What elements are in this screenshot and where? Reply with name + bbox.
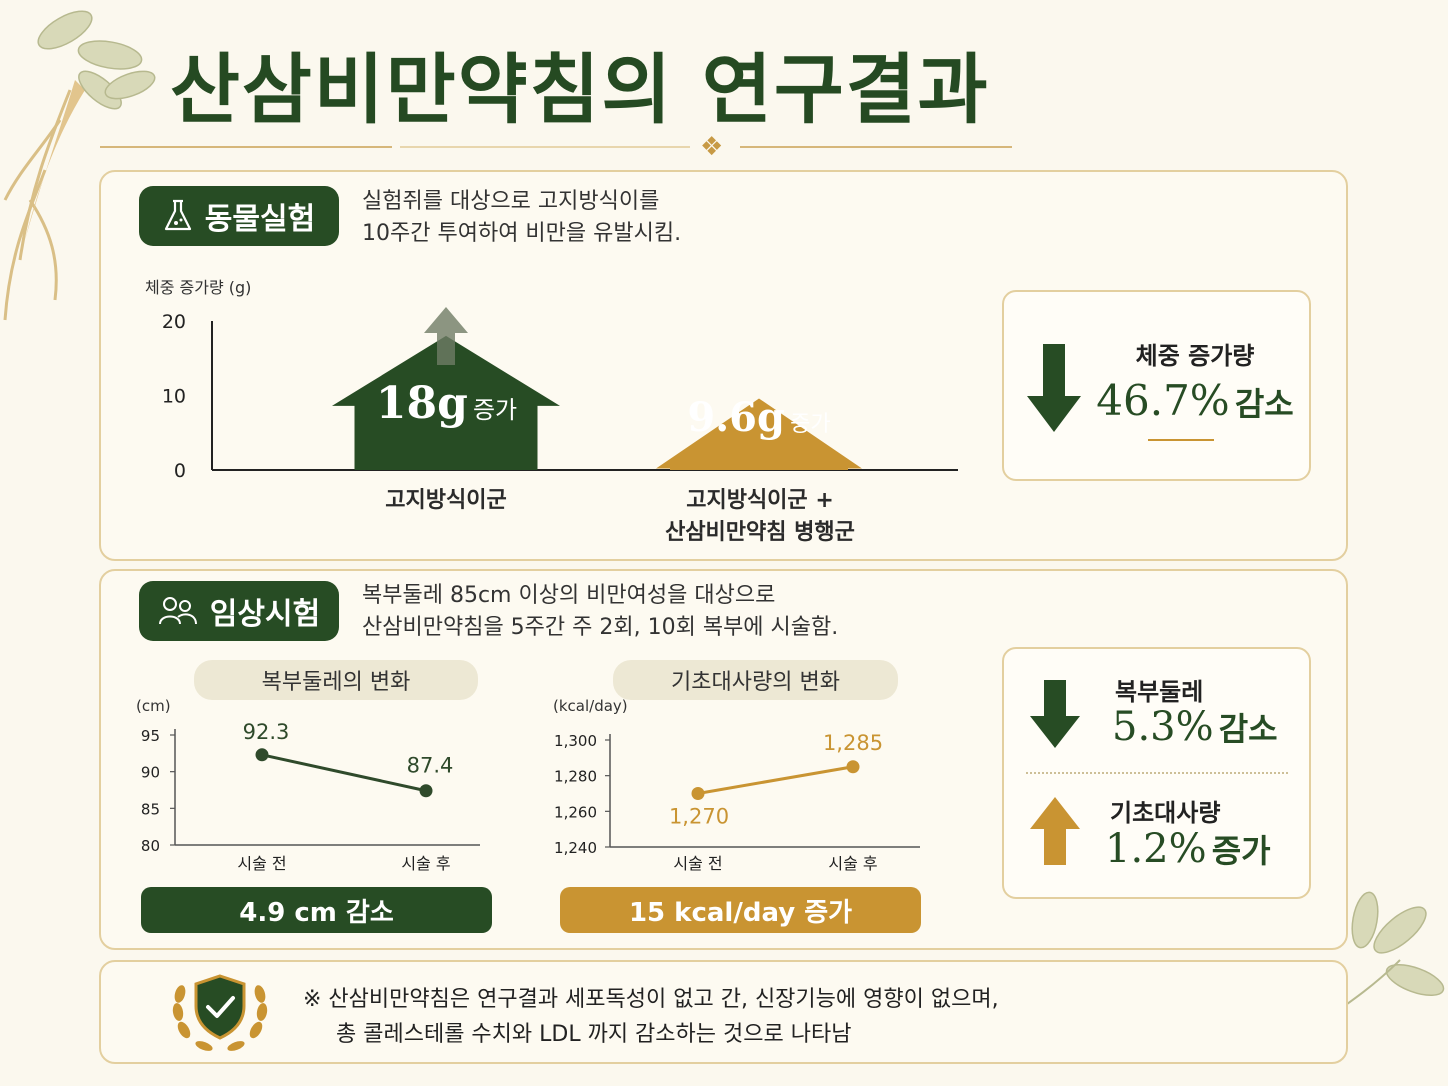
y-tick-label: 1,260: [554, 803, 597, 821]
title-divider-mid: [400, 146, 690, 148]
y-tick-label: 20: [162, 311, 186, 333]
ginseng-illustration-top-left: [3, 10, 156, 321]
data-point: [846, 760, 860, 774]
data-point: [255, 748, 269, 762]
x-tick-label: 시술 후: [828, 854, 877, 873]
down-arrow-icon: [1027, 344, 1081, 432]
weight-result-underline: [1148, 439, 1214, 441]
series-line: [697, 765, 854, 795]
waist-result-value-row: 5.3% 감소: [1112, 704, 1278, 750]
weight-result-value: 46.7%: [1096, 376, 1230, 425]
bar-2: [656, 398, 862, 470]
title-divider-left: [100, 146, 392, 148]
footer-note-line1: ※ 산삼비만약침은 연구결과 세포독성이 없고 간, 신장기능에 영향이 없으며…: [303, 987, 999, 1012]
page-title: 산삼비만약침의 연구결과: [170, 45, 990, 134]
animal-experiment-badge: 동물실험: [139, 186, 339, 246]
data-label: 1,270: [669, 805, 729, 829]
y-tick-label: 95: [141, 727, 160, 745]
waist-chart-title: 복부둘레의 변화: [194, 660, 478, 700]
weight-chart-ylabel: 체중 증가량 (g): [145, 278, 252, 297]
bar2-unit: 증가: [790, 412, 831, 437]
y-tick-label: 0: [174, 460, 186, 482]
weight-result-value-row: 46.7% 감소: [1090, 376, 1300, 425]
bar1-category: 고지방식이군: [385, 488, 507, 513]
y-tick-label: 1,280: [554, 768, 597, 786]
bar2-category-line1: 고지방식이군 +: [686, 488, 834, 513]
weight-result-label: 체중 증가량: [1135, 342, 1255, 370]
data-label: 1,285: [823, 731, 883, 755]
waist-result-label: 복부둘레: [1115, 678, 1204, 706]
weight-result-unit: 감소: [1234, 385, 1294, 423]
down-arrow-icon: [1030, 680, 1080, 748]
bar1-value-label: 18g 증가: [355, 378, 538, 429]
waist-result-unit: 감소: [1218, 710, 1278, 748]
bar-1: [332, 335, 560, 470]
bmr-result-bar: 15 kcal/day 증가: [560, 887, 921, 933]
y-tick-label: 1,300: [554, 732, 597, 750]
weight-gain-bar-chart: 0 10 20: [162, 307, 958, 482]
data-label: 87.4: [407, 754, 454, 778]
up-arrow-icon: [1030, 797, 1080, 865]
waist-unit-label: (cm): [136, 697, 171, 715]
clinical-desc-line1: 복부둘레 85cm 이상의 비만여성을 대상으로: [362, 583, 776, 608]
bmr-line-chart: 1,240 1,260 1,280 1,300 1,270 시술 전 1,285 시술 후: [554, 731, 920, 873]
data-label: 92.3: [243, 720, 290, 744]
flask-icon: [164, 199, 191, 231]
footer-note-line2: 총 콜레스테롤 수치와 LDL 까지 감소하는 것으로 나타남: [336, 1022, 852, 1047]
y-tick-label: 1,240: [554, 839, 597, 857]
bmr-unit-label: (kcal/day): [553, 697, 628, 715]
animal-desc-line2: 10주간 투여하여 비만을 유발시킴.: [362, 221, 682, 246]
bar2-value-label: 9.6g 증가: [670, 394, 848, 441]
x-tick-label: 시술 전: [237, 854, 286, 873]
series-line: [261, 753, 427, 793]
y-tick-label: 85: [141, 800, 160, 818]
people-icon: [158, 597, 197, 625]
data-point: [691, 787, 705, 800]
clinical-trial-badge: 임상시험: [139, 581, 339, 641]
x-tick-label: 시술 후: [401, 854, 450, 873]
footer-panel: [99, 960, 1348, 1064]
waist-result-bar: 4.9 cm 감소: [141, 887, 492, 933]
title-divider-right: [740, 146, 1012, 148]
bmr-result-label: 기초대사량: [1110, 799, 1221, 827]
bar2-value: 9.6g: [687, 394, 785, 441]
clinical-trial-label: 임상시험: [209, 597, 321, 632]
waist-line-chart: 80 85 90 95 92.3 시술 전 87.4 시술 후: [141, 720, 480, 873]
x-tick-label: 시술 전: [673, 854, 722, 873]
y-tick-label: 80: [141, 837, 160, 855]
bmr-chart-title: 기초대사량의 변화: [613, 660, 898, 700]
bar1-unit: 증가: [472, 396, 518, 424]
waist-result-value: 5.3%: [1112, 704, 1214, 750]
clinical-desc-line2: 산삼비만약침을 5주간 주 2회, 10회 복부에 시술함.: [362, 615, 839, 640]
result-divider: [1026, 772, 1288, 774]
bar1-arrow-icon: [424, 307, 468, 365]
ornament-icon: ❖: [700, 132, 724, 162]
y-tick-label: 90: [141, 764, 160, 782]
y-tick-label: 10: [162, 386, 186, 408]
animal-desc-line1: 실험쥐를 대상으로 고지방식이를: [362, 189, 660, 214]
bar2-category-line2: 산삼비만약침 병행군: [665, 520, 855, 545]
shield-check-icon: [172, 974, 268, 1051]
animal-experiment-label: 동물실험: [204, 202, 316, 237]
bmr-result-value: 1.2%: [1105, 826, 1207, 872]
bmr-result-unit: 증가: [1211, 832, 1271, 870]
bmr-result-value-row: 1.2% 증가: [1105, 826, 1271, 872]
bar1-value: 18g: [375, 378, 468, 429]
data-point: [419, 784, 433, 798]
